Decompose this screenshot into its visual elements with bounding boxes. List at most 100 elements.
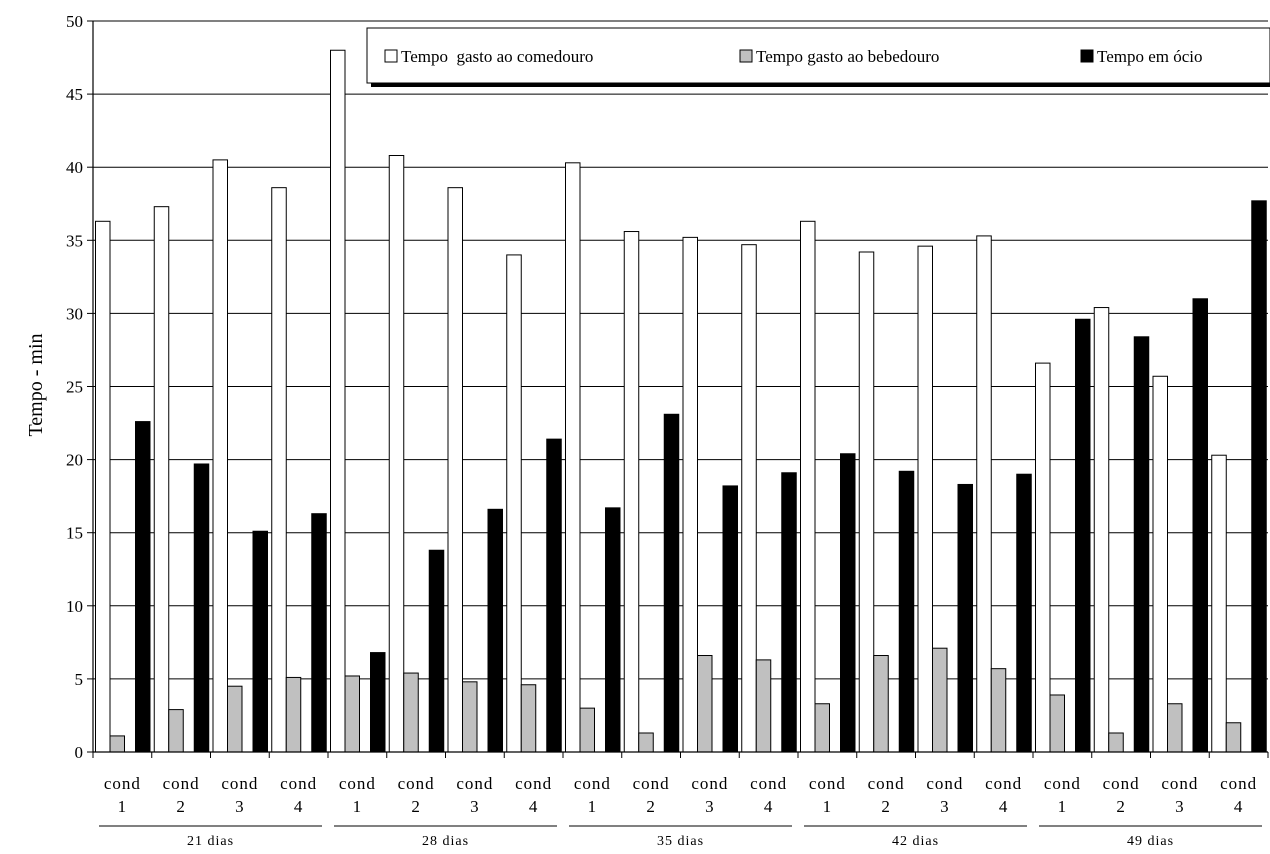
bar-ocio — [781, 472, 797, 753]
bar-ocio — [487, 508, 503, 753]
x-tick-label: 1 — [823, 797, 833, 816]
bar-comedouro — [741, 244, 757, 753]
x-tick-label: cond — [750, 774, 787, 793]
gridlines — [93, 20, 1268, 680]
bar-bebedouro — [579, 707, 595, 753]
y-tick-label: 30 — [66, 304, 83, 323]
bar-ocio — [428, 549, 445, 753]
bar-ocio — [840, 453, 856, 753]
bar-comedouro — [800, 220, 816, 753]
bar-ocio — [1251, 200, 1267, 753]
bar-ocio — [898, 470, 915, 753]
bar-ocio — [252, 530, 268, 753]
x-tick-label: cond — [104, 774, 141, 793]
x-tick-label: cond — [868, 774, 905, 793]
x-tick-label: 4 — [764, 797, 774, 816]
x-tick-label: cond — [280, 774, 317, 793]
y-tick-label: 5 — [75, 670, 84, 689]
legend-label-ocio: Tempo em ócio — [1097, 47, 1203, 66]
bar-bebedouro — [932, 647, 948, 753]
bar-comedouro — [506, 254, 522, 753]
bar-bebedouro — [814, 703, 830, 753]
legend-label-bebedouro: Tempo gasto ao bebedouro — [756, 47, 939, 66]
x-tick-label: 3 — [470, 797, 480, 816]
bar-ocio — [722, 485, 738, 753]
bar-comedouro — [682, 236, 698, 753]
x-tick-label: 3 — [705, 797, 715, 816]
bar-comedouro — [1093, 307, 1110, 753]
x-tick-label: cond — [1103, 774, 1140, 793]
bar-bebedouro — [168, 709, 184, 753]
x-tick-label: 2 — [646, 797, 656, 816]
bar-bebedouro — [520, 684, 537, 753]
x-tick-label: cond — [339, 774, 376, 793]
group-label: 35 dias — [657, 834, 704, 849]
bar-comedouro — [447, 187, 463, 753]
x-tick-label: cond — [691, 774, 728, 793]
bar-ocio — [663, 413, 680, 753]
x-tick-label: cond — [1220, 774, 1257, 793]
bar-ocio — [1075, 318, 1091, 753]
x-tick-label: 3 — [1175, 797, 1185, 816]
x-tick-label: 3 — [940, 797, 950, 816]
y-tick-label: 10 — [66, 597, 83, 616]
y-tick-label: 40 — [66, 158, 83, 177]
bar-comedouro — [95, 220, 111, 753]
x-tick-label: cond — [809, 774, 846, 793]
bar-ocio — [1016, 473, 1032, 753]
legend-swatch-comedouro — [384, 49, 398, 63]
x-tick-label: cond — [1044, 774, 1081, 793]
group-label: 49 dias — [1127, 834, 1174, 849]
bar-bebedouro — [873, 655, 889, 753]
x-tick-label: 1 — [118, 797, 128, 816]
y-tick-label: 0 — [75, 743, 84, 762]
group-label: 28 dias — [422, 834, 469, 849]
y-tick-label: 20 — [66, 451, 83, 470]
x-tick-label: 2 — [1116, 797, 1126, 816]
bar-bebedouro — [990, 668, 1007, 753]
bar-comedouro — [623, 231, 640, 753]
bar-bebedouro — [1108, 732, 1124, 753]
bar-bebedouro — [109, 735, 125, 753]
x-tick-label: 3 — [235, 797, 245, 816]
bar-comedouro — [1211, 454, 1227, 753]
bar-ocio — [1133, 336, 1150, 753]
bar-ocio — [957, 483, 973, 753]
x-tick-label: 1 — [353, 797, 363, 816]
bar-comedouro — [271, 187, 287, 753]
bar-bebedouro — [1049, 694, 1065, 753]
x-tick-label: cond — [163, 774, 200, 793]
x-tick-label: cond — [398, 774, 435, 793]
bar-ocio — [546, 438, 562, 753]
legend-swatch-ocio — [1080, 49, 1094, 63]
x-tick-label: cond — [574, 774, 611, 793]
x-tick-label: 4 — [999, 797, 1009, 816]
bar-comedouro — [388, 155, 405, 753]
bar-bebedouro — [403, 672, 419, 753]
x-tick-label: cond — [515, 774, 552, 793]
axes: 0 5 10 15 20 25 30 35 40 45 50 cond 1 cond 2 cond 3 cond 4… — [66, 12, 1269, 849]
x-tick-label: 4 — [1234, 797, 1244, 816]
y-tick-label: 25 — [66, 378, 83, 397]
bar-ocio — [605, 507, 621, 753]
y-tick-label: 50 — [66, 12, 83, 31]
x-tick-label: 4 — [294, 797, 304, 816]
x-tick-label: cond — [456, 774, 493, 793]
bar-comedouro — [1152, 375, 1168, 753]
bar-comedouro — [330, 49, 346, 753]
bar-ocio — [370, 652, 386, 753]
legend-label-comedouro: Tempo gasto ao comedouro — [401, 47, 593, 66]
bar-ocio — [193, 463, 210, 753]
group-label: 21 dias — [187, 834, 234, 849]
x-tick-label: 1 — [1058, 797, 1068, 816]
x-tick-label: 1 — [588, 797, 598, 816]
group-label: 42 dias — [892, 834, 939, 849]
bar-comedouro — [976, 235, 992, 753]
bars — [95, 49, 1267, 753]
bar-comedouro — [917, 245, 933, 753]
x-tick-label: cond — [221, 774, 258, 793]
x-tick-label: cond — [633, 774, 670, 793]
y-tick-label: 45 — [66, 85, 83, 104]
